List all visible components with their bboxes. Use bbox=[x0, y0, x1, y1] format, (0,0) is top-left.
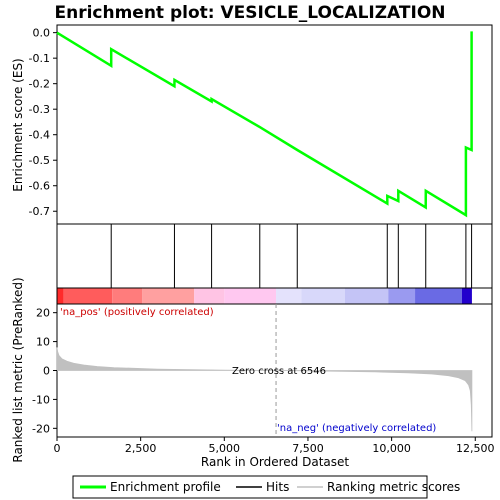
ranking-bar-segment bbox=[142, 288, 195, 304]
ranking-bar-segment bbox=[224, 288, 277, 304]
metric-y-tick-label: -20 bbox=[32, 422, 50, 435]
rank-x-tick-label: 10,000 bbox=[372, 442, 411, 455]
enrichment-profile-line bbox=[56, 31, 473, 218]
ranking-bar-segment bbox=[415, 288, 462, 304]
ranking-bar-segment bbox=[461, 288, 472, 304]
hits-panel-frame bbox=[56, 223, 493, 289]
es-panel-frame bbox=[56, 24, 493, 225]
rank-x-tick-label: 0 bbox=[54, 442, 61, 455]
metric-y-tick-label: 10 bbox=[36, 336, 50, 349]
es-y-tick-label: -0.6 bbox=[29, 180, 50, 193]
es-y-tick-label: -0.5 bbox=[29, 154, 50, 167]
rank-x-tick-label: 5,000 bbox=[209, 442, 241, 455]
ranking-metric-area bbox=[56, 347, 473, 432]
neg-correlated-label: 'na_neg' (negatively correlated) bbox=[277, 423, 436, 434]
hits-panel bbox=[56, 223, 493, 289]
zero-cross-label: Zero cross at 6546 bbox=[232, 366, 326, 377]
ranking-color-bar bbox=[56, 287, 493, 305]
enrichment-score-panel: 0.0 -0.1 -0.2 -0.3 -0.4 -0.5 -0.6 -0.7 bbox=[29, 24, 493, 225]
ranking-bar-segment bbox=[344, 288, 389, 304]
chart-title: Enrichment plot: VESICLE_LOCALIZATION bbox=[54, 3, 445, 23]
ranking-bar-segment bbox=[194, 288, 225, 304]
ranking-bar-segment bbox=[301, 288, 345, 304]
ranking-bar-segment bbox=[63, 288, 113, 304]
es-y-tick-label: -0.1 bbox=[29, 52, 50, 65]
metric-y-tick-label: -10 bbox=[32, 393, 50, 406]
metric-y-tick-label: 20 bbox=[36, 307, 50, 320]
rank-x-tick-label: 12,500 bbox=[456, 442, 495, 455]
legend: Enrichment profile Hits Ranking metric s… bbox=[72, 475, 460, 499]
es-y-tick-label: -0.4 bbox=[29, 129, 50, 142]
legend-metric-label: Ranking metric scores bbox=[327, 480, 460, 494]
legend-enrichment-label: Enrichment profile bbox=[110, 480, 221, 494]
es-y-tick-label: -0.3 bbox=[29, 103, 50, 116]
pos-correlated-label: 'na_pos' (positively correlated) bbox=[60, 307, 214, 318]
rank-x-tick-label: 7,500 bbox=[292, 442, 324, 455]
rank-x-tick-label: 2,500 bbox=[125, 442, 157, 455]
metric-axis-label: Ranked list metric (PreRanked) bbox=[11, 277, 25, 462]
rank-axis-label: Rank in Ordered Dataset bbox=[201, 455, 349, 469]
ranking-bar-segment bbox=[388, 288, 416, 304]
es-y-tick-label: 0.0 bbox=[33, 27, 51, 40]
metric-y-tick-label: 0 bbox=[43, 365, 50, 378]
es-axis-label: Enrichment score (ES) bbox=[11, 58, 25, 191]
ranking-bar-segment bbox=[112, 288, 143, 304]
es-y-tick-label: -0.7 bbox=[29, 205, 50, 218]
ranking-bar-segment bbox=[276, 288, 302, 304]
legend-hits-label: Hits bbox=[266, 480, 289, 494]
ranked-metric-panel: 20 10 0 -10 -20 0 2,500 5,000 7,500 10,000 12,500 bbox=[32, 303, 495, 455]
ranking-bar-segment bbox=[57, 288, 64, 304]
es-y-tick-label: -0.2 bbox=[29, 78, 50, 91]
